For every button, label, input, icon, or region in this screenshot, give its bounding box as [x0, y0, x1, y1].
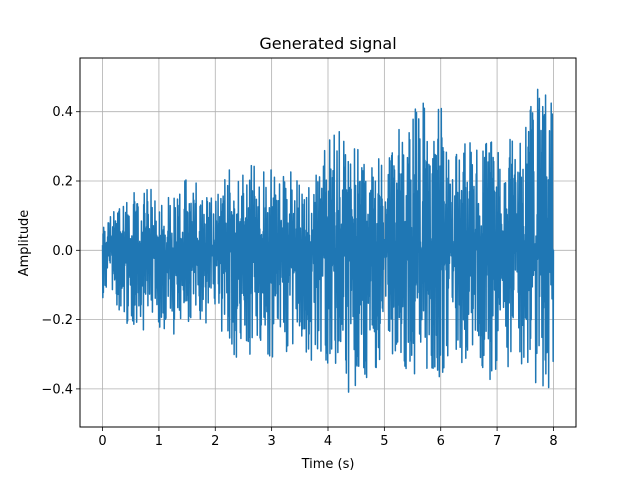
signal-trace: [101, 88, 555, 393]
y-tick-label: −0.2: [41, 313, 73, 328]
x-axis-ticks: 0 1 2 3 4 5 6 7 8: [98, 427, 558, 449]
x-tick-label: 8: [549, 434, 557, 449]
x-tick-label: 1: [155, 434, 163, 449]
x-tick-label: 5: [380, 434, 388, 449]
y-axis-ticks: −0.4 −0.2 0.0 0.2 0.4: [41, 105, 80, 397]
chart-title: Generated signal: [259, 34, 396, 53]
x-tick-label: 2: [211, 434, 219, 449]
x-tick-label: 4: [324, 434, 332, 449]
x-tick-label: 6: [437, 434, 445, 449]
y-tick-label: 0.0: [52, 244, 73, 259]
y-tick-label: −0.4: [41, 382, 73, 397]
x-tick-label: 0: [98, 434, 106, 449]
x-tick-label: 7: [493, 434, 501, 449]
signal-line: [101, 88, 555, 393]
y-tick-label: 0.4: [52, 105, 73, 120]
y-axis-label: Amplitude: [17, 210, 32, 277]
y-tick-label: 0.2: [52, 175, 73, 190]
x-tick-label: 3: [267, 434, 275, 449]
x-axis-label: Time (s): [301, 457, 355, 472]
